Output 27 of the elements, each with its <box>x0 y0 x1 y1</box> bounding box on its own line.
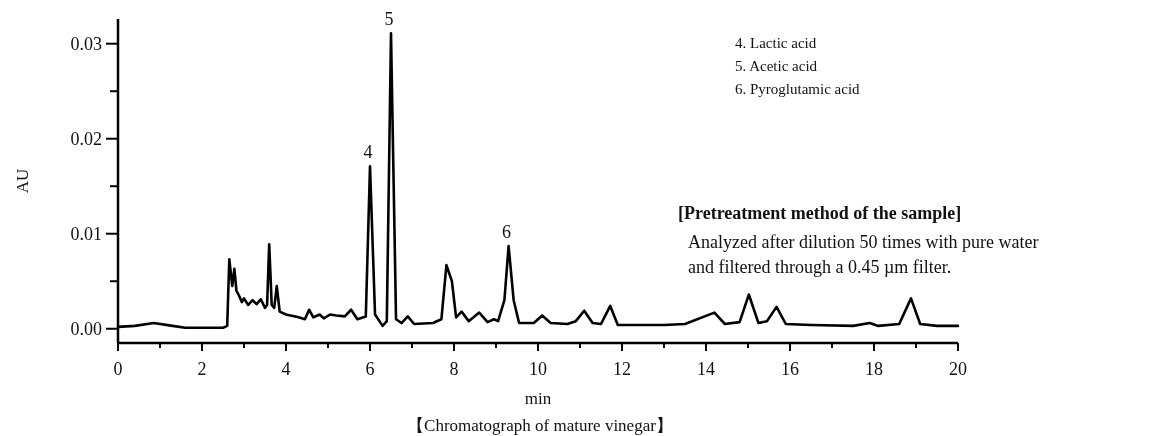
x-tick-label: 6 <box>365 359 375 379</box>
annotation: [Pretreatment method of the sample] <box>678 203 962 223</box>
annotation: 6. Pyroglutamic acid <box>735 81 861 97</box>
x-tick-label: 12 <box>613 359 631 379</box>
annotation: and filtered through a 0.45 µm filter. <box>688 257 952 277</box>
x-axis-title: min <box>524 389 552 408</box>
y-tick-label: 0.03 <box>70 33 102 54</box>
x-tick-label: 18 <box>865 359 883 379</box>
x-tick-label: 2 <box>197 359 207 379</box>
y-tick-label: 0.00 <box>70 318 102 339</box>
x-tick-label: 20 <box>949 359 967 379</box>
x-tick-label: 14 <box>697 359 715 379</box>
x-tick-label: 4 <box>281 359 291 379</box>
annotation: 6 <box>502 222 512 243</box>
annotation: Analyzed after dilution 50 times with pure water <box>688 232 1039 252</box>
annotation: 4 <box>363 142 373 163</box>
y-axis-title: AU <box>13 168 32 194</box>
annotation: 5 <box>384 9 394 30</box>
annotation: 4. Lactic acid <box>735 35 817 51</box>
x-tick-label: 10 <box>529 359 547 379</box>
x-tick-label: 0 <box>113 359 123 379</box>
y-tick-label: 0.02 <box>70 128 102 149</box>
x-tick-label: 8 <box>449 359 459 379</box>
annotation: 5. Acetic acid <box>735 58 818 74</box>
text: 【Chromatograph of mature vinegar】 <box>407 416 673 435</box>
x-tick-label: 16 <box>781 359 799 379</box>
y-tick-label: 0.01 <box>70 223 102 244</box>
